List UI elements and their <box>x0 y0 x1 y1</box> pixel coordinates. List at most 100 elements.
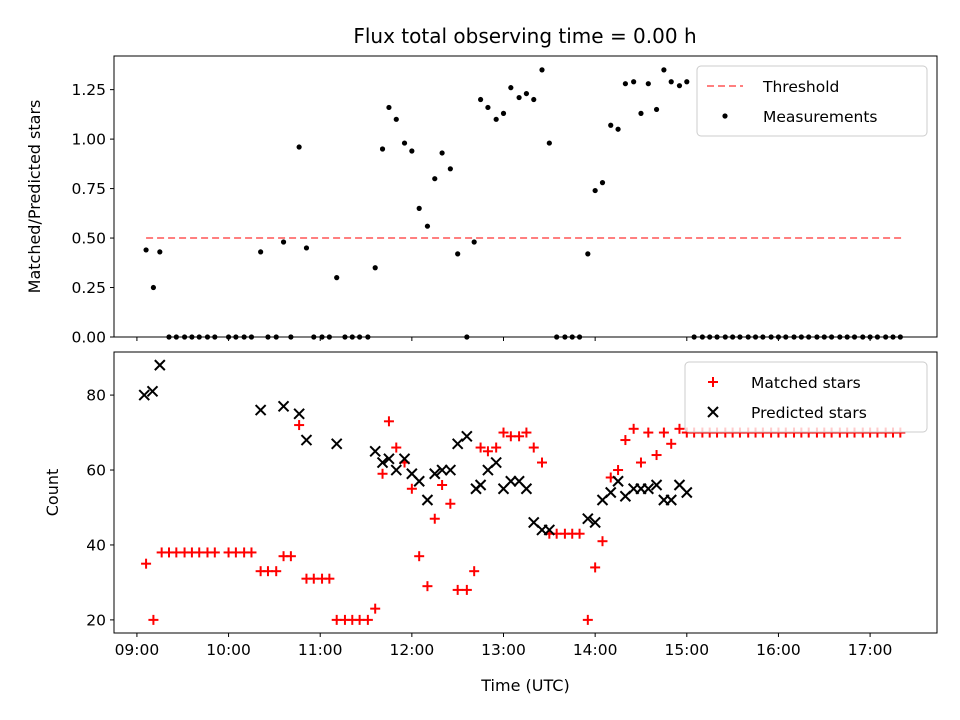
measurement-point <box>615 126 621 132</box>
measurement-point <box>523 90 530 97</box>
marker-stroke <box>376 456 389 469</box>
matched-star-marker <box>362 614 373 625</box>
legend-swatch <box>722 113 728 119</box>
y-tick-label: 1.00 <box>71 131 106 149</box>
legend-label: Matched stars <box>751 374 861 392</box>
matched-star-marker <box>209 547 220 558</box>
predicted-star-marker <box>330 438 343 450</box>
measurement-point <box>592 187 598 194</box>
predicted-star-marker <box>413 475 425 487</box>
panel-1: 0.00 0.25 0.50 0.75 1.00 1.25 Matched/Predicte… <box>25 55 938 347</box>
measurement-point <box>500 110 507 116</box>
predicted-star-marker <box>277 400 290 413</box>
marker-stroke <box>490 456 502 469</box>
marker-stroke <box>369 445 381 457</box>
matched-star-marker <box>628 423 639 434</box>
predicted-star-marker <box>154 359 166 371</box>
matched-star-marker <box>643 427 654 438</box>
predicted-star-marker <box>612 475 624 487</box>
measurement-point <box>599 180 606 186</box>
x-tick-label: 17:00 <box>848 641 893 659</box>
matched-star-marker <box>414 551 425 562</box>
matched-star-marker <box>658 427 669 438</box>
predicted-star-marker <box>254 404 267 416</box>
matched-star-marker <box>294 420 305 431</box>
matched-star-marker <box>437 480 448 491</box>
measurement-point <box>432 176 438 182</box>
measurement-point <box>608 122 614 128</box>
marker-stroke <box>293 408 305 420</box>
marker-stroke <box>505 475 517 487</box>
plot-frame <box>113 55 938 338</box>
measurement-point <box>631 79 637 85</box>
predicted-star-marker <box>369 445 381 457</box>
predicted-star-marker <box>383 453 395 465</box>
predicted-star-marker <box>589 516 601 529</box>
marker-stroke <box>383 453 395 465</box>
predicted-star-marker <box>293 408 305 420</box>
marker-stroke <box>444 464 457 476</box>
measurement-point <box>379 146 386 152</box>
marker-stroke <box>146 385 159 398</box>
measurement-point <box>386 104 392 111</box>
marker-stroke <box>398 453 411 465</box>
marker-stroke <box>650 479 663 491</box>
matched-star-marker <box>452 584 463 595</box>
predicted-star-marker <box>642 483 655 495</box>
series-predicted-stars <box>138 359 693 536</box>
matched-star-marker <box>377 468 388 479</box>
matched-star-marker <box>482 446 493 457</box>
matched-star-marker <box>521 427 532 438</box>
predicted-star-marker <box>300 434 313 446</box>
measurement-point <box>471 239 477 245</box>
measurement-point <box>455 251 461 257</box>
x-tick-label: 16:00 <box>756 641 801 659</box>
matched-star-marker <box>574 528 585 539</box>
predicted-star-marker <box>146 385 159 398</box>
measurement-point <box>485 104 491 111</box>
matched-star-marker <box>651 450 662 461</box>
measurement-point <box>661 67 667 73</box>
matched-star-marker <box>461 584 472 595</box>
predicted-star-marker <box>650 479 663 491</box>
matched-star-marker <box>674 423 685 434</box>
marker-stroke <box>673 479 686 491</box>
measurement-point <box>416 205 422 211</box>
marker-stroke <box>330 438 343 450</box>
marker-stroke <box>513 475 525 487</box>
x-axis-label: Time (UTC) <box>480 676 569 695</box>
predicted-star-marker <box>138 389 150 401</box>
matched-star-marker <box>370 603 381 614</box>
measurement-point <box>493 116 499 122</box>
measurement-point <box>477 96 484 103</box>
measurement-point <box>303 245 310 251</box>
matched-star-marker <box>246 547 257 558</box>
legend: Threshold Measurements <box>696 65 928 137</box>
predicted-star-marker <box>444 464 457 476</box>
marker-stroke <box>138 389 150 401</box>
matched-star-marker <box>491 442 502 453</box>
measurement-point <box>439 150 445 156</box>
measurement-point <box>157 249 163 255</box>
marker-stroke <box>436 464 448 476</box>
matched-star-marker <box>429 513 440 524</box>
measurement-point <box>508 85 514 91</box>
measurement-point <box>516 94 522 101</box>
marker-stroke <box>421 494 434 506</box>
marker-stroke <box>154 359 166 371</box>
marker-stroke <box>543 524 556 536</box>
predicted-star-marker <box>543 524 556 536</box>
predicted-star-marker <box>398 453 411 465</box>
y-axis-label: Matched/Predicted stars <box>25 100 44 294</box>
legend-label: Predicted stars <box>751 404 867 422</box>
predicted-star-marker <box>520 483 533 495</box>
y-tick-label: 20 <box>86 611 106 629</box>
marker-stroke <box>528 516 540 529</box>
matched-star-marker <box>528 442 539 453</box>
matched-star-marker <box>620 435 631 446</box>
matched-star-marker <box>582 614 593 625</box>
predicted-star-marker <box>421 494 434 506</box>
legend-label: Threshold <box>762 78 839 96</box>
measurement-point <box>531 96 537 103</box>
